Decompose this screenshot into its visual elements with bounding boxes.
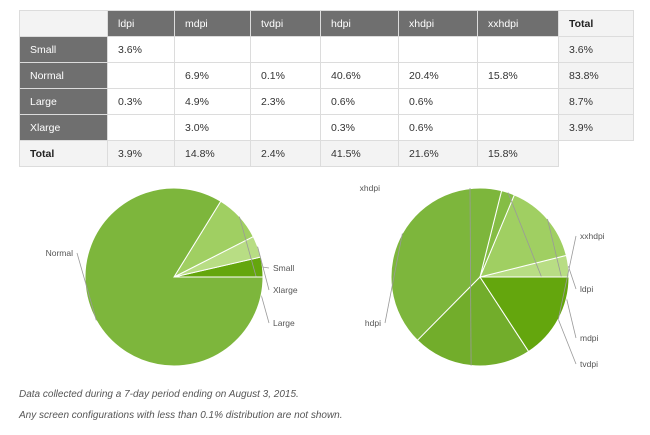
table-cell: 4.9%	[174, 88, 251, 115]
footer-total-cell: 21.6%	[398, 140, 478, 167]
table-row: Small 3.6% 3.6%	[19, 36, 634, 63]
table-cell: 0.6%	[398, 114, 478, 141]
table-cell: 3.0%	[174, 114, 251, 141]
table-cell: 3.6%	[107, 36, 175, 63]
pie-leader-line	[557, 235, 577, 320]
table-cell	[320, 36, 399, 63]
table-cell: 2.3%	[250, 88, 321, 115]
pie-leader-line	[239, 216, 270, 324]
pie-label-tvdpi: tvdpi	[580, 359, 598, 369]
pie-label-xlarge: Xlarge	[273, 285, 298, 295]
table-footer-row: Total 3.9% 14.8% 2.4% 41.5% 21.6% 15.8%	[19, 140, 634, 167]
table-cell	[477, 114, 559, 141]
table-cell	[174, 36, 251, 63]
pie-label-xhdpi: xhdpi	[360, 183, 380, 193]
table-cell: 0.3%	[107, 88, 175, 115]
table-cell	[250, 114, 321, 141]
pie-label-hdpi: hdpi	[365, 318, 381, 328]
table-cell	[398, 36, 478, 63]
table-cell	[250, 36, 321, 63]
pie-leader-line	[257, 246, 270, 291]
row-total-cell: 3.6%	[558, 36, 634, 63]
pie-label-normal: Normal	[46, 248, 74, 258]
pie-leader-line	[469, 187, 472, 366]
pie-leader-line	[76, 252, 97, 321]
footer-total-cell: 3.9%	[107, 140, 175, 167]
pie-charts: Small Xlarge Large Normal ldpi mdpi tvdpi hdpi…	[46, 183, 605, 369]
data-collection-note: Data collected during a 7-day period end…	[19, 389, 299, 400]
table-header-row: ldpi mdpi tvdpi hdpi xhdpi xxhdpi Total	[19, 10, 634, 37]
screen-density-pie-chart: ldpi mdpi tvdpi hdpi xhdpi xxhdpi	[360, 183, 605, 369]
table-cell: 40.6%	[320, 62, 399, 89]
table-cell	[107, 62, 175, 89]
pie-slice-hdpi	[390, 187, 503, 342]
table-cell: 0.6%	[320, 88, 399, 115]
table-cell	[477, 36, 559, 63]
pie-label-small: Small	[273, 263, 294, 273]
pie-leader-line	[262, 266, 270, 269]
pie-label-mdpi: mdpi	[580, 333, 599, 343]
row-header-large: Large	[19, 88, 108, 115]
table-row: Xlarge 3.0% 0.3% 0.6% 3.9%	[19, 114, 634, 141]
table-corner-cell	[19, 10, 108, 37]
pie-leader-line	[567, 265, 577, 290]
row-total-cell: 8.7%	[558, 88, 634, 115]
pie-label-xxhdpi: xxhdpi	[580, 231, 605, 241]
column-header-mdpi: mdpi	[174, 10, 251, 37]
table-cell: 6.9%	[174, 62, 251, 89]
footer-total-cell: 41.5%	[320, 140, 399, 167]
column-header-total: Total	[558, 10, 634, 37]
footer-total-cell: 2.4%	[250, 140, 321, 167]
footer-total-cell: 15.8%	[477, 140, 559, 167]
row-header-small: Small	[19, 36, 108, 63]
screen-density-table: ldpi mdpi tvdpi hdpi xhdpi xxhdpi Total …	[19, 10, 634, 167]
row-total-cell: 83.8%	[558, 62, 634, 89]
pie-leader-line	[384, 233, 403, 324]
threshold-note: Any screen configurations with less than…	[19, 410, 343, 421]
row-header-xlarge: Xlarge	[19, 114, 108, 141]
footer-total-label: Total	[19, 140, 108, 167]
footer-empty-cell	[558, 140, 634, 167]
row-total-cell: 3.9%	[558, 114, 634, 141]
footer-total-cell: 14.8%	[174, 140, 251, 167]
table-cell	[477, 88, 559, 115]
table-cell: 20.4%	[398, 62, 478, 89]
pie-label-large: Large	[273, 318, 295, 328]
table-cell: 0.3%	[320, 114, 399, 141]
screen-size-pie-chart: Small Xlarge Large Normal	[46, 187, 298, 367]
pie-label-ldpi: ldpi	[580, 284, 593, 294]
